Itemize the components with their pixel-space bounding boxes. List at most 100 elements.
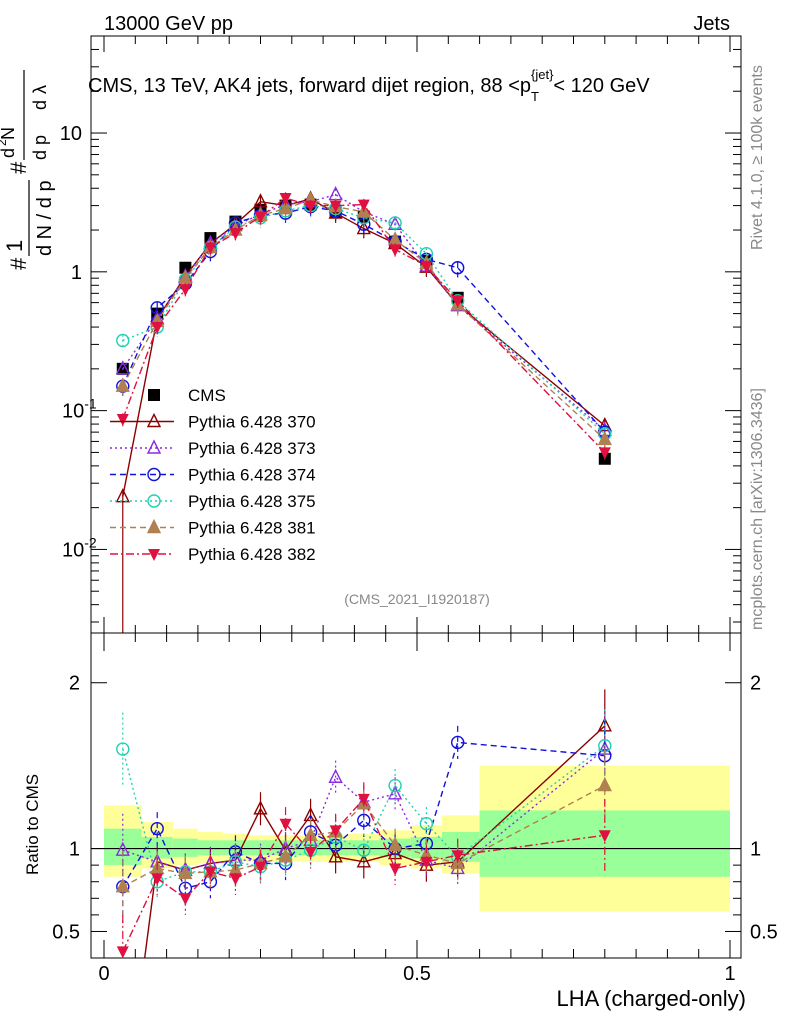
ratio-data-point	[204, 866, 217, 879]
ratio-data-point	[328, 848, 343, 863]
legend-item-p381: Pythia 6.428 381	[110, 519, 316, 538]
x-tick-label: 0.5	[403, 963, 431, 985]
data-point	[598, 447, 611, 460]
legend-label: CMS	[188, 386, 226, 405]
ratio-data-point	[388, 778, 402, 793]
mcplots-label: mcplots.cern.ch [arXiv:1306.3436]	[749, 388, 766, 630]
data-point	[388, 216, 402, 230]
legend-label: Pythia 6.428 381	[188, 519, 316, 538]
ratio-data-point	[178, 864, 193, 880]
ratio-data-point	[597, 776, 612, 792]
ratio-data-point	[598, 830, 611, 843]
ratio-data-point	[329, 825, 342, 838]
ratio-data-point	[389, 863, 402, 876]
svg-text:d: d	[0, 148, 18, 158]
ratio-data-point	[253, 800, 268, 815]
legend-marker	[146, 412, 162, 428]
ratio-y-tick-label-right: 2	[750, 673, 761, 695]
ratio-y-tick-label-right: 0.5	[750, 921, 778, 943]
legend-label: Pythia 6.428 382	[188, 545, 316, 564]
data-point	[389, 244, 402, 257]
main-axes: 10-2 10-1 1 10	[60, 35, 741, 633]
data-point	[254, 211, 267, 224]
svg-text:1: 1	[2, 240, 27, 252]
main-y-tick-label: 10-2	[62, 534, 97, 561]
ratio-panel-frame	[90, 632, 742, 959]
legend-label: Pythia 6.428 374	[188, 466, 316, 485]
main-y-tick-label: 10-1	[62, 396, 97, 423]
ratio-y-tick-label: 1	[69, 839, 80, 861]
header-right: Jets	[693, 13, 730, 35]
data-point	[278, 200, 293, 215]
data-point	[115, 360, 130, 375]
legend-marker	[147, 467, 161, 482]
data-point	[420, 261, 433, 274]
series-p382	[116, 192, 611, 463]
ratio-y-axis-label: Ratio to CMS	[23, 774, 42, 875]
legend-item-p373: Pythia 6.428 373	[110, 439, 316, 458]
ratio-data-point	[356, 853, 371, 868]
svg-text:λ: λ	[30, 85, 50, 94]
main-panel-frame	[90, 35, 742, 634]
main-title-sub: T	[531, 89, 539, 104]
data-point	[357, 199, 370, 212]
legend-item-p370: Pythia 6.428 370	[110, 413, 316, 432]
rivet-label: Rivet 4.1.0, ≥ 100k events	[749, 65, 766, 250]
x-tick-label: 1	[724, 963, 735, 985]
series-line-p381	[122, 199, 606, 440]
ratio-y-tick-label: 2	[69, 673, 80, 695]
data-point	[451, 295, 464, 308]
main-series-group	[115, 186, 612, 633]
svg-text:N: N	[0, 127, 18, 140]
ratio-series-group	[115, 689, 612, 959]
main-title-tail: < 120 GeV	[553, 75, 650, 97]
legend-marker	[146, 439, 162, 454]
ratio-line-p374	[122, 741, 605, 890]
ratio-y-tick-label: 0.5	[52, 921, 80, 943]
ratio-data-point	[357, 793, 370, 806]
uncertainty-band-inner	[172, 838, 198, 857]
ratio-data-point	[150, 821, 164, 836]
data-point	[279, 193, 292, 206]
ratio-line-p373	[122, 748, 606, 871]
data-point	[115, 488, 130, 503]
header-left: 13000 GeV pp	[104, 13, 233, 35]
data-point	[253, 193, 268, 208]
svg-text:#: #	[6, 257, 31, 270]
legend-marker	[147, 494, 161, 508]
ratio-y-tick-label-right: 1	[750, 839, 761, 861]
data-point	[204, 242, 217, 255]
legend-label: Pythia 6.428 375	[188, 492, 316, 511]
main-y-tick-label: 1	[71, 262, 82, 284]
ratio-line-p381	[122, 784, 606, 888]
series-line-p375	[122, 204, 606, 435]
ratio-axes: 0.5 0.5 1 1 2 2 0 0.5 1	[52, 633, 778, 985]
legend-item-p375: Pythia 6.428 375	[110, 492, 316, 511]
ratio-bands	[104, 765, 730, 912]
data-point	[179, 284, 192, 297]
ratio-data-point	[278, 848, 293, 863]
svg-text:#: #	[6, 161, 31, 174]
data-point	[151, 322, 164, 335]
legend-marker	[148, 549, 160, 561]
ratio-data-point	[151, 873, 164, 886]
legend-item-p382: Pythia 6.428 382	[110, 545, 316, 564]
main-title-sup: {jet}	[531, 67, 554, 82]
ratio-data-point	[116, 946, 129, 959]
legend-label: Pythia 6.428 370	[188, 413, 316, 432]
ratio-data-point	[328, 768, 343, 783]
ratio-data-point	[279, 818, 292, 831]
data-point	[304, 200, 317, 213]
ratio-data-point	[116, 742, 130, 756]
ratio-data-point	[450, 735, 465, 750]
legend-item-p374: Pythia 6.428 374	[110, 466, 316, 485]
data-point	[116, 414, 129, 427]
series-line-p373	[122, 193, 606, 431]
watermark: (CMS_2021_I1920187)	[344, 591, 490, 607]
svg-text:d N / d p: d N / d p	[34, 180, 56, 256]
ratio-data-point	[420, 856, 433, 869]
data-point	[328, 186, 343, 201]
main-title-text: CMS, 13 TeV, AK4 jets, forward dijet reg…	[88, 75, 531, 97]
main-title: CMS, 13 TeV, AK4 jets, forward dijet reg…	[88, 67, 650, 104]
